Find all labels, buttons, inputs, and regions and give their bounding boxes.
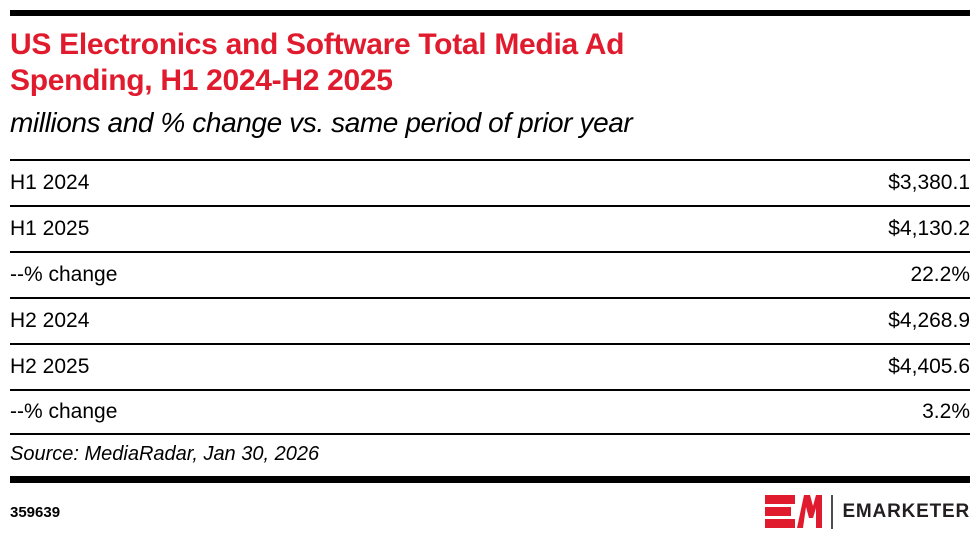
data-table: H1 2024 $3,380.1 H1 2025 $4,130.2 --% ch… <box>10 159 970 436</box>
bottom-divider-bar <box>10 476 970 484</box>
footer: 359639 EMARKETER <box>10 492 970 532</box>
row-label: H1 2025 <box>10 217 90 241</box>
source-note: Source: MediaRadar, Jan 30, 2026 <box>10 443 320 466</box>
row-value: $4,268.9 <box>888 309 970 333</box>
table-row: H2 2024 $4,268.9 <box>10 297 970 343</box>
table-row: --% change 3.2% <box>10 389 970 436</box>
row-label: H2 2025 <box>10 355 90 379</box>
title-line-2: Spending, H1 2024-H2 2025 <box>10 64 393 97</box>
page-subtitle: millions and % change vs. same period of… <box>10 107 633 138</box>
logo-divider <box>831 495 834 530</box>
page-title: US Electronics and Software Total Media … <box>10 27 970 99</box>
row-value: 3.2% <box>922 400 970 424</box>
row-label: H2 2024 <box>10 309 90 333</box>
row-value: 22.2% <box>910 263 970 287</box>
row-label: --% change <box>10 400 118 424</box>
logo-wordmark: EMARKETER <box>842 501 970 523</box>
em-logo-icon <box>765 495 823 529</box>
chart-id: 359639 <box>10 503 61 521</box>
title-line-1: US Electronics and Software Total Media … <box>10 28 625 61</box>
table-row: H1 2025 $4,130.2 <box>10 205 970 251</box>
row-value: $3,380.1 <box>888 171 970 195</box>
emarketer-logo: EMARKETER <box>765 494 970 530</box>
table-row: H2 2025 $4,405.6 <box>10 343 970 389</box>
row-value: $4,405.6 <box>888 355 970 379</box>
row-value: $4,130.2 <box>888 217 970 241</box>
top-divider-bar <box>10 10 970 16</box>
row-label: --% change <box>10 263 118 287</box>
table-row: --% change 22.2% <box>10 251 970 297</box>
table-row: H1 2024 $3,380.1 <box>10 159 970 205</box>
row-label: H1 2024 <box>10 171 90 195</box>
